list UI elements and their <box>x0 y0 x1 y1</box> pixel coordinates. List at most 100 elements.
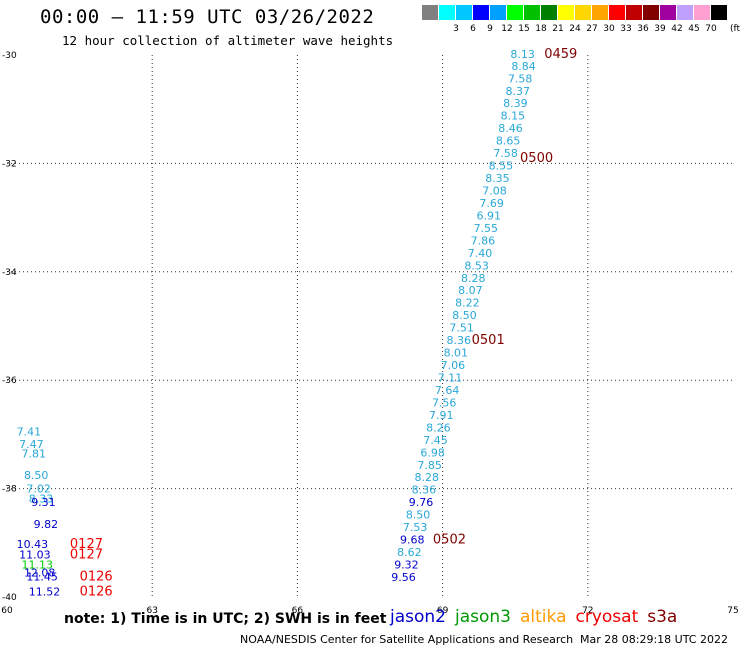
y-tick-label: -40 <box>2 593 17 603</box>
swh-value-label: 9.82 <box>34 518 59 531</box>
scale-swatch <box>473 5 489 20</box>
swh-value-label: 7.91 <box>429 409 454 422</box>
scale-label: 3 <box>453 24 459 34</box>
swh-value-label: 9.76 <box>409 496 434 509</box>
scale-label: 6 <box>470 24 476 34</box>
map-title: 00:00 – 11:59 UTC 03/26/2022 <box>40 6 375 28</box>
swh-value-label: 9.68 <box>400 534 425 547</box>
x-tick-label: 69 <box>437 606 449 616</box>
scale-swatch <box>711 5 727 20</box>
axis-labels: 60 63 66 69 72 75 -30 -32 -34 -36 -38 -40 <box>1 51 738 616</box>
swh-value-label: 7.58 <box>508 72 533 85</box>
swh-value-label: 8.53 <box>464 259 489 272</box>
pass-time-label: 0459 <box>544 47 577 62</box>
swh-value-label: 8.33 <box>29 492 53 505</box>
swh-value-label: 8.65 <box>496 135 520 148</box>
swh-value-label: 8.13 <box>510 48 535 61</box>
swh-value-label: 11.52 <box>29 586 60 599</box>
scale-label: 70 <box>705 24 717 34</box>
credit-text: NOAA/NESDIS Center for Satellite Applica… <box>240 633 574 646</box>
grid-lines <box>7 55 733 597</box>
scale-swatch <box>643 5 659 20</box>
satellite-jason2: jason2 <box>390 607 446 627</box>
swh-value-label: 8.26 <box>426 421 451 434</box>
scale-swatch <box>558 5 574 20</box>
scale-label: 15 <box>518 24 530 34</box>
swh-value-label: 12.08 <box>24 567 56 580</box>
scale-swatch <box>660 5 676 20</box>
pass-time-label: 0126 <box>80 585 113 600</box>
satellite-cryosat: cryosat <box>575 607 639 627</box>
scale-label: 24 <box>569 24 581 34</box>
pass-time-label: 0126 <box>80 569 113 584</box>
y-tick-label: -30 <box>2 51 17 61</box>
pass-time-label: 0500 <box>520 151 553 166</box>
scale-swatch <box>490 5 506 20</box>
scale-label: 18 <box>535 24 547 34</box>
scale-swatch <box>575 5 591 20</box>
scale-swatch <box>592 5 608 20</box>
scale-label: 21 <box>552 24 564 34</box>
swh-value-label: 7.06 <box>441 359 466 372</box>
x-tick-label: 63 <box>146 606 157 616</box>
scale-label: 9 <box>487 24 493 34</box>
scale-label: 33 <box>620 24 632 34</box>
swh-value-label: 8.50 <box>406 509 431 522</box>
swh-value-label: 8.39 <box>503 97 527 110</box>
swh-value-label: 8.62 <box>397 546 422 559</box>
scale-label: 42 <box>671 24 683 34</box>
swh-value-label: 8.50 <box>24 469 49 482</box>
scale-swatch <box>439 5 455 20</box>
swh-value-label: 8.84 <box>511 60 536 73</box>
swh-value-label: 8.50 <box>452 309 477 322</box>
x-tick-label: 66 <box>292 606 304 616</box>
scale-swatch <box>541 5 557 20</box>
scale-swatch <box>456 5 472 20</box>
swh-value-label: 7.58 <box>493 147 518 160</box>
swh-value-label: 7.56 <box>432 396 457 409</box>
scale-label: 30 <box>603 24 615 34</box>
swh-value-label: 8.28 <box>461 272 486 285</box>
scale-swatch <box>422 5 438 20</box>
swh-points: 8.138.847.588.378.398.158.468.657.588.55… <box>17 48 536 599</box>
swh-value-label: 11.03 <box>19 549 50 562</box>
swh-value-label: 8.15 <box>501 110 526 123</box>
x-tick-label: 72 <box>582 606 593 616</box>
swh-value-label: 7.85 <box>417 459 442 472</box>
swh-value-label: 7.81 <box>22 447 47 460</box>
swh-value-label: 7.55 <box>474 222 499 235</box>
x-tick-label: 75 <box>727 606 738 616</box>
x-tick-label: 60 <box>1 606 13 616</box>
swh-value-label: 8.28 <box>415 471 440 484</box>
swh-value-label: 8.07 <box>458 284 483 297</box>
swh-value-label: 7.86 <box>471 234 496 247</box>
map-subtitle: 12 hour collection of altimeter wave hei… <box>62 33 394 48</box>
swh-value-label: 7.11 <box>438 371 463 384</box>
swh-value-label: 8.01 <box>444 347 469 360</box>
pass-time-label: 0127 <box>70 548 103 563</box>
scale-label: 12 <box>501 24 513 34</box>
satellite-jason3: jason3 <box>455 607 511 627</box>
swh-value-label: 7.08 <box>482 185 507 198</box>
scale-unit: (ft) <box>730 24 740 34</box>
note-text: note: 1) Time is in UTC; 2) SWH is in fe… <box>64 611 387 627</box>
y-tick-label: -32 <box>2 159 17 169</box>
generated-time: Mar 28 08:29:18 UTC 2022 <box>580 633 728 646</box>
swh-value-label: 7.64 <box>435 384 460 397</box>
pass-time-label: 0127 <box>70 537 103 552</box>
scale-label: 27 <box>586 24 598 34</box>
swh-value-label: 7.40 <box>468 247 493 260</box>
swh-value-label: 11.45 <box>26 570 58 583</box>
scale-swatch <box>626 5 642 20</box>
scale-swatch <box>694 5 710 20</box>
pass-time-label: 0502 <box>433 533 466 548</box>
swh-value-label: 8.36 <box>446 334 471 347</box>
satellite-altika: altika <box>520 607 567 627</box>
swh-value-label: 9.31 <box>31 496 56 509</box>
scale-label: 39 <box>654 24 666 34</box>
satellite-s3a: s3a <box>647 607 678 627</box>
scale-swatch <box>507 5 523 20</box>
swh-value-label: 7.69 <box>479 197 504 210</box>
